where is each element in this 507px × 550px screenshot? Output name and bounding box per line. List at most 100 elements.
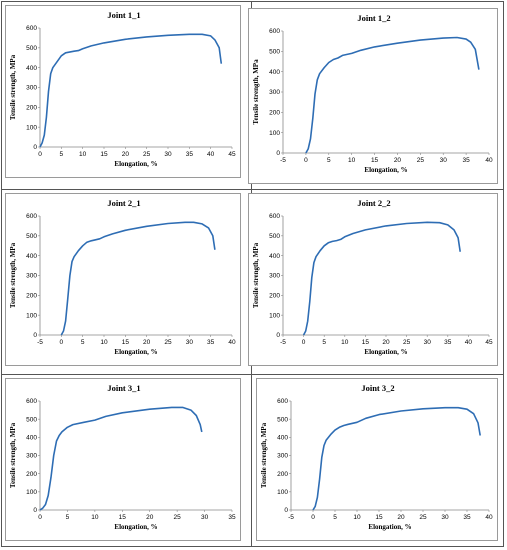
- chart-6-x-tick-label: 5: [333, 514, 337, 521]
- chart-6-x-axis-label: Elongation, %: [368, 523, 411, 531]
- chart-4-y-tick-label: 400: [269, 253, 280, 260]
- chart-5-x-tick-label: 5: [66, 514, 70, 521]
- chart-5-x-tick-label: 0: [38, 514, 42, 521]
- chart-6-y-axis-label: Tensile strength, MPa: [260, 422, 268, 488]
- chart-5-y-axis-label: Tensile strength, MPa: [9, 422, 17, 488]
- chart-2-y-axis-label: Tensile strength, MPa: [252, 59, 260, 125]
- chart-2-x-tick-label: 35: [462, 157, 470, 164]
- chart-1-x-tick-label: 5: [60, 151, 64, 158]
- chart-3-series-line-1: [60, 221, 216, 336]
- chart-6-x-tick-label: 10: [353, 514, 361, 521]
- chart-5-x-axis-label: Elongation, %: [114, 523, 157, 531]
- chart-1-y-tick-label: 100: [26, 124, 37, 131]
- chart-1-x-tick-label: 25: [143, 151, 151, 158]
- chart-5-x-tick-label: 15: [119, 514, 127, 521]
- chart-5: Joint 3_1 0 100 200 300 400 500 600 0 5 10 15 20 25 30…: [9, 383, 236, 531]
- chart-2-x-tick-label: 0: [304, 157, 308, 164]
- chart-4-y-tick-label: 200: [269, 293, 280, 300]
- chart-5-y-tick-label: 300: [26, 453, 37, 460]
- chart-3-x-tick-label: 5: [81, 339, 85, 346]
- chart-1: Joint 1_1 0 100 200 300 400 500 600 0 5 10 15 20 25 30…: [9, 10, 236, 168]
- chart-1-series-line-1: [39, 33, 223, 148]
- chart-3-x-tick-label: 40: [228, 339, 236, 346]
- chart-3-y-tick-label: 100: [26, 312, 37, 319]
- chart-6-series-line-1: [312, 406, 481, 511]
- chart-panel-6: Joint 3_2 0 100 200 300 400 500 600 -5 0 5 10 15 20 25…: [256, 378, 498, 541]
- chart-4-x-tick-label: 45: [485, 339, 493, 346]
- chart-6-y-tick-label: 0: [284, 507, 288, 514]
- chart-3-x-tick-label: 0: [60, 339, 64, 346]
- chart-1-y-tick-label: 500: [26, 45, 37, 52]
- chart-1-x-tick-label: 45: [228, 151, 236, 158]
- chart-2-y-tick-label: 400: [269, 69, 280, 76]
- chart-2-x-tick-label: 20: [394, 157, 402, 164]
- chart-panel-3: Joint 2_1 0 100 200 300 400 500 600 -5 0 5 10 15 20 25…: [5, 193, 241, 366]
- chart-5-x-tick-label: 25: [174, 514, 182, 521]
- chart-6-x-tick-label: 40: [485, 514, 493, 521]
- chart-4-x-tick-label: 25: [403, 339, 411, 346]
- chart-3-y-tick-label: 200: [26, 293, 37, 300]
- chart-6-y-tick-label: 300: [277, 453, 288, 460]
- chart-3-y-axis-label: Tensile strength, MPa: [9, 242, 17, 308]
- chart-3-y-tick-label: 600: [26, 213, 37, 220]
- chart-1-y-tick-label: 0: [33, 144, 37, 151]
- chart-3-x-tick-label: 20: [143, 339, 151, 346]
- chart-2-y-tick-label: 200: [269, 110, 280, 117]
- chart-6-y-tick-label: 100: [277, 489, 288, 496]
- chart-2-x-tick-label: 40: [485, 157, 493, 164]
- chart-panel-4: Joint 2_2 0 100 200 300 400 500 600 -5 0 5 10 15 20 25…: [248, 193, 498, 366]
- chart-1-x-tick-label: 15: [100, 151, 108, 158]
- chart-5-y-tick-label: 0: [33, 507, 37, 514]
- chart-3-y-tick-label: 500: [26, 233, 37, 240]
- chart-1-x-tick-label: 10: [79, 151, 87, 158]
- chart-6-x-tick-label: 25: [419, 514, 427, 521]
- chart-6-y-tick-label: 500: [277, 416, 288, 423]
- chart-4-y-tick-label: 500: [269, 233, 280, 240]
- chart-4-x-tick-label: 35: [444, 339, 452, 346]
- chart-2-x-tick-label: -5: [280, 157, 286, 164]
- chart-1-y-tick-label: 300: [26, 85, 37, 92]
- chart-2-x-axis-label: Elongation, %: [364, 166, 407, 174]
- chart-panel-2: Joint 1_2 0 100 200 300 400 500 600 -5 0 5 10 15 20 25…: [248, 8, 498, 184]
- chart-5-y-tick-label: 200: [26, 471, 37, 478]
- chart-4-x-tick-label: 40: [465, 339, 473, 346]
- chart-5-y-tick-label: 100: [26, 489, 37, 496]
- chart-4-y-axis-label: Tensile strength, MPa: [252, 242, 260, 308]
- chart-5-x-tick-label: 35: [228, 514, 236, 521]
- chart-5-x-tick-label: 30: [201, 514, 209, 521]
- chart-6-title: Joint 3_2: [361, 383, 394, 393]
- chart-3-title: Joint 2_1: [107, 198, 140, 208]
- chart-5-y-tick-label: 600: [26, 398, 37, 405]
- chart-1-y-tick-label: 600: [26, 25, 37, 32]
- chart-3-x-axis-label: Elongation, %: [114, 348, 157, 356]
- chart-5-y-tick-label: 500: [26, 416, 37, 423]
- chart-3-y-tick-label: 300: [26, 273, 37, 280]
- chart-4-y-tick-label: 600: [269, 213, 280, 220]
- chart-4-x-tick-label: 15: [362, 339, 370, 346]
- chart-1-title: Joint 1_1: [107, 10, 140, 20]
- chart-1-y-tick-label: 200: [26, 105, 37, 112]
- chart-5-x-tick-label: 10: [91, 514, 99, 521]
- chart-4-series-line-1: [302, 221, 461, 336]
- chart-4-y-tick-label: 300: [269, 273, 280, 280]
- chart-4-x-tick-label: 20: [382, 339, 390, 346]
- figure-divider-row-2: [1, 374, 504, 375]
- chart-2-x-tick-label: 30: [440, 157, 448, 164]
- chart-3-x-tick-label: 35: [207, 339, 215, 346]
- chart-4-y-tick-label: 100: [269, 312, 280, 319]
- chart-2-x-tick-label: 10: [348, 157, 356, 164]
- chart-1-x-tick-label: 0: [38, 151, 42, 158]
- chart-3-x-tick-label: 25: [164, 339, 172, 346]
- chart-6-x-tick-label: 35: [463, 514, 471, 521]
- chart-4-x-axis-label: Elongation, %: [364, 348, 407, 356]
- chart-2-y-tick-label: 0: [276, 150, 280, 157]
- chart-1-x-tick-label: 40: [207, 151, 215, 158]
- chart-1-x-tick-label: 20: [122, 151, 130, 158]
- chart-3-y-tick-label: 400: [26, 253, 37, 260]
- chart-4-x-tick-label: 10: [341, 339, 349, 346]
